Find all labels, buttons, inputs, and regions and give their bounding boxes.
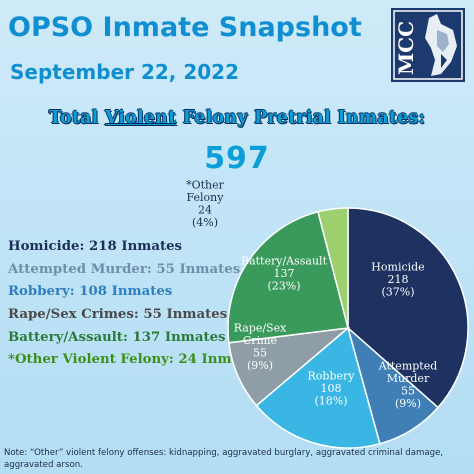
headline-prefix: Total bbox=[48, 108, 99, 128]
snapshot-date: September 22, 2022 bbox=[10, 60, 240, 84]
legend-other-violent-felony: *Other Violent Felony: 24 Inmates bbox=[8, 352, 263, 368]
headline-emphasis: Violent bbox=[104, 108, 177, 128]
total-count: 597 bbox=[204, 141, 270, 176]
mcc-logo: MCC bbox=[391, 8, 465, 82]
pie-slice-battery-assault bbox=[227, 210, 349, 344]
legend-attempted-murder: Attempted Murder: 55 Inmates bbox=[8, 261, 241, 277]
pie-slice-homicide bbox=[347, 207, 469, 409]
data-label-homicide: Homicide 218 (37%) bbox=[371, 261, 424, 299]
logo-text: MCC bbox=[394, 21, 418, 75]
pie-slice-other-felony bbox=[317, 207, 349, 329]
headline-suffix: Felony Pretrial Inmates: bbox=[182, 108, 426, 128]
legend-battery-assault: Battery/Assault: 137 Inmates bbox=[8, 329, 226, 345]
data-label-robbery: Robbery 108 (18%) bbox=[308, 370, 356, 408]
data-label-attempted-murder: Attempted Murder 55 (9%) bbox=[378, 359, 438, 410]
legend-rape-sex-crimes: Rape/Sex Crimes: 55 Inmates bbox=[8, 307, 228, 323]
legend-homicide: Homicide: 218 Inmates bbox=[8, 239, 183, 254]
page-title: OPSO Inmate Snapshot bbox=[8, 12, 362, 43]
legend-robbery: Robbery: 108 Inmates bbox=[8, 284, 173, 300]
data-label-rape-sex-crime: Rape/Sex Crime 55 (9%) bbox=[234, 321, 287, 372]
legend: Homicide: 218 Inmates Attempted Murder: … bbox=[8, 236, 262, 372]
footnote: Note: “Other” violent felony offenses: k… bbox=[4, 448, 444, 470]
pie-slice-robbery bbox=[255, 326, 381, 449]
data-label-battery-assault: Battery/Assault 137 (23%) bbox=[241, 255, 328, 293]
headline: Total Violent Felony Pretrial Inmates: bbox=[0, 108, 474, 128]
wolf-head-icon bbox=[425, 14, 457, 76]
data-label-other-felony: *Other Felony 24 (4%) bbox=[186, 178, 225, 229]
